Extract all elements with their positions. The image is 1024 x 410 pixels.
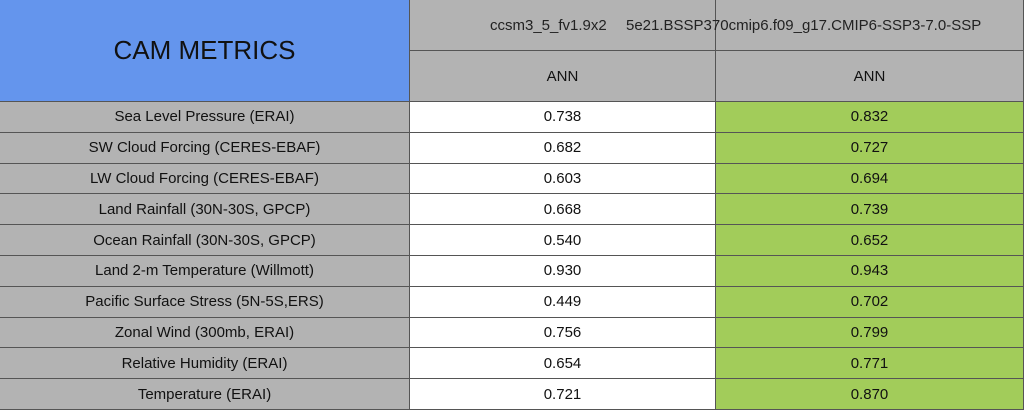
column-header: ccsm3_5_fv1.9x2 bbox=[490, 17, 607, 34]
period-cell: ANN bbox=[410, 51, 716, 102]
row-label: Land 2-m Temperature (Willmott) bbox=[0, 256, 410, 287]
column-header: 5e21.BSSP370cmip6.f09_g17.CMIP6-SSP3-7.0… bbox=[626, 17, 982, 34]
row-label: Land Rainfall (30N-30S, GPCP) bbox=[0, 194, 410, 226]
value-cell: 0.721 bbox=[410, 379, 716, 410]
value-cell: 0.870 bbox=[716, 379, 1024, 410]
row-label: Sea Level Pressure (ERAI) bbox=[0, 102, 410, 133]
table-title: CAM METRICS bbox=[113, 35, 296, 65]
row-label: Zonal Wind (300mb, ERAI) bbox=[0, 317, 410, 349]
value-cell: 0.738 bbox=[410, 102, 716, 133]
value-cell: 0.449 bbox=[410, 286, 716, 318]
period-label: ANN bbox=[853, 67, 886, 85]
value-cell: 0.771 bbox=[716, 348, 1024, 380]
value-cell: 0.603 bbox=[410, 163, 716, 195]
header-cell bbox=[410, 0, 716, 51]
value-cell: 0.654 bbox=[410, 348, 716, 380]
value-cell: 0.652 bbox=[716, 225, 1024, 256]
value-cell: 0.930 bbox=[410, 256, 716, 287]
period-label: ANN bbox=[546, 67, 579, 85]
value-cell: 0.832 bbox=[716, 102, 1024, 133]
value-cell: 0.739 bbox=[716, 194, 1024, 226]
value-cell: 0.727 bbox=[716, 132, 1024, 164]
row-label: Relative Humidity (ERAI) bbox=[0, 348, 410, 380]
value-cell: 0.540 bbox=[410, 225, 716, 256]
row-label: Temperature (ERAI) bbox=[0, 379, 410, 410]
value-cell: 0.943 bbox=[716, 256, 1024, 287]
header-cell bbox=[716, 0, 1024, 51]
row-label: LW Cloud Forcing (CERES-EBAF) bbox=[0, 163, 410, 195]
value-cell: 0.756 bbox=[410, 317, 716, 349]
period-cell: ANN bbox=[716, 51, 1024, 102]
value-cell: 0.799 bbox=[716, 317, 1024, 349]
title-cell: CAM METRICS bbox=[0, 0, 410, 102]
value-cell: 0.682 bbox=[410, 132, 716, 164]
value-cell: 0.702 bbox=[716, 286, 1024, 318]
row-label: Ocean Rainfall (30N-30S, GPCP) bbox=[0, 225, 410, 256]
row-label: Pacific Surface Stress (5N-5S,ERS) bbox=[0, 286, 410, 318]
row-label: SW Cloud Forcing (CERES-EBAF) bbox=[0, 132, 410, 164]
value-cell: 0.668 bbox=[410, 194, 716, 226]
value-cell: 0.694 bbox=[716, 163, 1024, 195]
